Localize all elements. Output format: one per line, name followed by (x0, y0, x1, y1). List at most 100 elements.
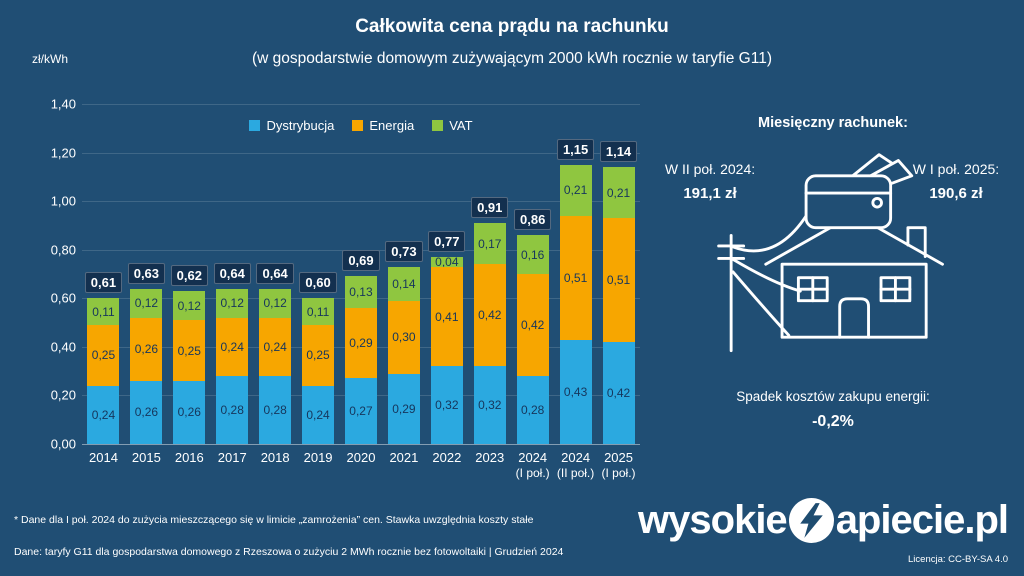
bar-segment-dystrybucja: 0,24 (302, 385, 335, 444)
legend-item-vat: VAT (432, 118, 473, 133)
x-tick-label: 2019 (303, 450, 333, 465)
bar-segment-energia: 0,24 (216, 317, 249, 376)
bar-segment-dystrybucja: 0,27 (344, 378, 377, 444)
total-badge: 0,69 (342, 250, 380, 272)
bill-2024-h2-value: 191,1 zł (683, 185, 737, 202)
bar-segment-vat: 0,21 (559, 164, 592, 216)
bar-segment-energia: 0,42 (516, 274, 549, 376)
x-tick-label: 2024 (II poł.) (556, 450, 595, 481)
bar-segment-dystrybucja: 0,32 (473, 366, 506, 444)
energy-cost-drop-value: -0,2% (812, 413, 854, 430)
monthly-bill-panel: Miesięczny rachunek: W II poł. 2024: 191… (650, 115, 1016, 445)
logo-text-suffix: apiecie.pl (835, 498, 1009, 542)
page-subtitle: (w gospodarstwie domowym zużywającym 200… (251, 50, 772, 67)
bill-2024-h2-label: W II poł. 2024: (664, 161, 756, 177)
bar-column: 1,14 0,21 0,51 0,42 (597, 141, 640, 444)
bar-stack: 0,04 0,41 0,32 (430, 256, 463, 444)
legend-label-energia: Energia (369, 118, 415, 133)
bar-segment-vat: 0,12 (216, 288, 249, 318)
logo-circle (788, 498, 834, 543)
bar-segment-vat: 0,16 (516, 235, 549, 274)
bar-stack: 0,12 0,25 0,26 (173, 291, 206, 444)
bar-column: 0,91 0,17 0,42 0,32 (468, 197, 511, 444)
bar-column: 1,15 0,21 0,51 0,43 (554, 138, 597, 444)
bar-column: 0,64 0,12 0,24 0,28 (211, 262, 254, 444)
bar-segment-vat: 0,04 (430, 256, 463, 268)
bar-segment-vat: 0,21 (602, 167, 635, 219)
y-tick-label: 1,20 (50, 145, 76, 161)
total-badge: 0,86 (514, 209, 552, 231)
bar-segment-dystrybucja: 0,28 (216, 376, 249, 444)
plot-area: Dystrybucja Energia VAT 0,61 0,11 0,25 0,24… (82, 104, 640, 445)
y-tick-label: 0,60 (50, 290, 76, 306)
bar-stack: 0,11 0,25 0,24 (87, 298, 120, 444)
bar-segment-energia: 0,26 (130, 317, 163, 381)
license-text: Licencja: CC-BY-SA 4.0 (908, 554, 1008, 565)
bar-segment-dystrybucja: 0,26 (130, 380, 163, 444)
house-wallet-powerline-icon (717, 153, 944, 353)
y-axis: 0,00 0,20 0,40 0,60 0,80 1,00 1,20 1,40 (24, 97, 76, 452)
legend-swatch-vat (432, 120, 444, 131)
bar-stack: 0,17 0,42 0,32 (473, 223, 506, 444)
bar-stack: 0,16 0,42 0,28 (516, 235, 549, 444)
bill-2025-h1-label: W I poł. 2025: (912, 161, 1000, 177)
bar-column: 0,77 0,04 0,41 0,32 (425, 231, 468, 444)
bar-stack: 0,12 0,26 0,26 (130, 288, 163, 444)
bar-column: 0,63 0,12 0,26 0,26 (125, 262, 168, 444)
x-tick-label: 2017 (217, 450, 247, 465)
x-axis: 2014 2015 2016 2017 2018 2019 2020 2021 2022 2023… (82, 450, 640, 481)
y-tick-label: 1,00 (50, 193, 76, 209)
bar-segment-vat: 0,12 (130, 288, 163, 318)
legend-label-vat: VAT (449, 118, 473, 133)
total-badge: 0,64 (213, 262, 251, 284)
total-badge: 0,60 (299, 272, 337, 294)
bar-segment-energia: 0,51 (559, 215, 592, 340)
bar-segment-energia: 0,29 (344, 308, 377, 379)
bar-segment-dystrybucja: 0,42 (602, 342, 635, 444)
legend-swatch-energia (352, 120, 364, 131)
bar-segment-vat: 0,11 (87, 298, 120, 326)
monthly-bill-heading: Miesięczny rachunek: (758, 115, 908, 131)
bar-segment-energia: 0,42 (473, 264, 506, 367)
bar-stack: 0,21 0,51 0,42 (602, 167, 635, 444)
y-tick-label: 0,80 (50, 242, 76, 258)
x-tick-label: 2023 (475, 450, 505, 465)
x-tick-label: 2018 (260, 450, 290, 465)
bar-column: 0,61 0,11 0,25 0,24 (82, 272, 125, 444)
bar-segment-dystrybucja: 0,28 (259, 376, 292, 444)
bar-segment-dystrybucja: 0,43 (559, 339, 592, 444)
bar-stack: 0,13 0,29 0,27 (344, 276, 377, 444)
y-tick-label: 0,00 (50, 436, 76, 452)
legend-swatch-dystrybucja (249, 120, 261, 131)
energy-cost-drop-label: Spadek kosztów zakupu energii: (736, 389, 930, 404)
bar-segment-vat: 0,11 (302, 298, 335, 326)
bar-segment-dystrybucja: 0,32 (430, 366, 463, 444)
legend-label-dystrybucja: Dystrybucja (266, 118, 335, 133)
total-badge: 0,62 (170, 265, 208, 287)
y-tick-label: 0,20 (50, 387, 76, 403)
gridline (82, 444, 640, 445)
bar-stack: 0,12 0,24 0,28 (216, 288, 249, 444)
bar-segment-dystrybucja: 0,29 (387, 373, 420, 444)
x-tick-label: 2022 (432, 450, 462, 465)
bar-segment-energia: 0,30 (387, 300, 420, 374)
gridline (82, 152, 640, 154)
x-tick-label: 2016 (174, 450, 204, 465)
lightning-icon (799, 503, 823, 538)
logo-text-prefix: wysokie (638, 498, 788, 542)
bar-segment-energia: 0,25 (87, 325, 120, 386)
x-tick-label: 2021 (389, 450, 419, 465)
bar-segment-dystrybucja: 0,28 (516, 376, 549, 444)
bar-segment-energia: 0,24 (259, 317, 292, 376)
gridline (82, 201, 640, 203)
bar-segment-vat: 0,17 (473, 223, 506, 265)
bill-2025-h1: W I poł. 2025: 190,6 zł (896, 161, 1016, 202)
total-badge: 1,14 (599, 141, 638, 163)
total-badge: 0,64 (256, 262, 294, 284)
total-badge: 0,91 (471, 197, 509, 219)
footnote-source: Dane: taryfy G11 dla gospodarstwa domowe… (14, 546, 564, 558)
gridline (82, 249, 640, 251)
x-tick-label: 2024 (I poł.) (515, 450, 550, 481)
bill-2025-h1-value: 190,6 zł (929, 185, 983, 202)
total-badge: 0,63 (127, 262, 166, 284)
